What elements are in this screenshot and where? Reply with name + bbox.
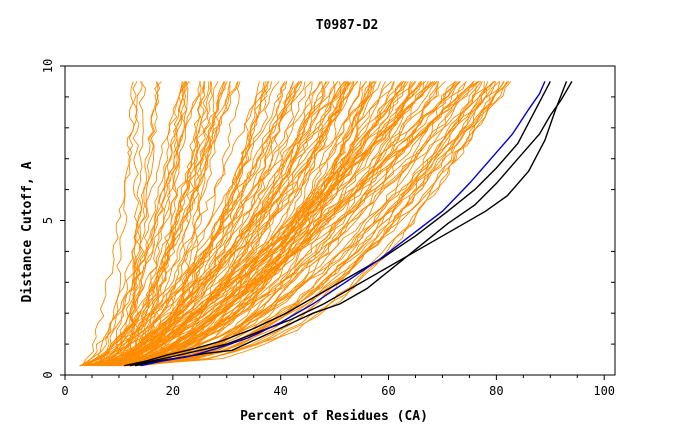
- background-model-line: [135, 81, 302, 367]
- background-model-line: [107, 81, 349, 367]
- background-model-line: [92, 81, 286, 367]
- background-model-line: [130, 81, 368, 367]
- y-tick-label: 0: [41, 371, 55, 378]
- background-model-line: [110, 81, 273, 367]
- background-model-line: [128, 81, 350, 367]
- x-tick-label: 60: [381, 384, 395, 398]
- x-axis-label: Percent of Residues (CA): [240, 409, 428, 424]
- background-model-line: [91, 81, 409, 367]
- x-tick-label: 100: [593, 384, 615, 398]
- background-model-line: [98, 81, 489, 367]
- model-black-2: [124, 81, 551, 367]
- background-model-line: [131, 81, 439, 367]
- background-model-line: [117, 81, 210, 366]
- background-model-lines: [79, 81, 512, 367]
- background-model-line: [85, 81, 327, 367]
- background-model-line: [127, 81, 294, 367]
- model-blue: [140, 81, 546, 367]
- background-model-line: [99, 81, 480, 367]
- background-model-line: [79, 81, 322, 367]
- background-model-line: [95, 81, 135, 367]
- y-tick-label: 5: [41, 217, 55, 224]
- background-model-line: [94, 81, 501, 367]
- background-model-line: [96, 81, 497, 367]
- highlighted-model-lines: [124, 81, 573, 367]
- background-model-line: [111, 81, 189, 367]
- background-model-line: [83, 81, 339, 367]
- model-black-3: [134, 81, 573, 367]
- x-tick-label: 20: [166, 384, 180, 398]
- background-model-line: [122, 81, 457, 367]
- background-model-line: [100, 81, 313, 367]
- background-model-line: [112, 81, 467, 367]
- background-model-line: [134, 81, 206, 366]
- background-model-line: [94, 81, 183, 366]
- background-model-line: [84, 81, 202, 366]
- background-model-line: [132, 81, 404, 367]
- background-model-line: [126, 81, 265, 367]
- y-axis-label: Distance Cutoff, A: [20, 161, 35, 302]
- background-model-line: [95, 81, 225, 366]
- x-tick-label: 40: [273, 384, 287, 398]
- x-tick-label: 0: [61, 384, 68, 398]
- background-model-line: [114, 81, 439, 367]
- x-axis: 0 20 40 60 80 100: [61, 375, 615, 398]
- background-model-line: [83, 81, 446, 367]
- background-model-line: [132, 81, 413, 367]
- background-model-line: [114, 81, 404, 367]
- background-model-line: [131, 81, 219, 367]
- background-model-line: [80, 81, 231, 367]
- model-black-1: [129, 81, 568, 367]
- background-model-line: [133, 81, 386, 367]
- background-model-line: [120, 81, 376, 367]
- background-model-line: [118, 81, 306, 366]
- background-model-line: [118, 81, 494, 367]
- background-model-line: [80, 81, 226, 367]
- background-model-line: [111, 81, 239, 366]
- chart-title: T0987-D2: [316, 18, 379, 33]
- background-model-line: [130, 81, 260, 367]
- background-model-line: [133, 81, 460, 367]
- background-model-line: [96, 81, 270, 367]
- background-model-line: [109, 81, 231, 367]
- background-model-line: [114, 81, 354, 367]
- background-model-line: [112, 81, 161, 367]
- y-axis: 0 5 10: [41, 59, 615, 379]
- background-model-line: [101, 81, 508, 367]
- plot-area: [79, 81, 573, 367]
- background-model-line: [92, 81, 228, 367]
- background-model-line: [105, 81, 422, 367]
- background-model-line: [124, 81, 432, 367]
- y-tick-label: 10: [41, 59, 55, 73]
- x-tick-label: 80: [489, 384, 503, 398]
